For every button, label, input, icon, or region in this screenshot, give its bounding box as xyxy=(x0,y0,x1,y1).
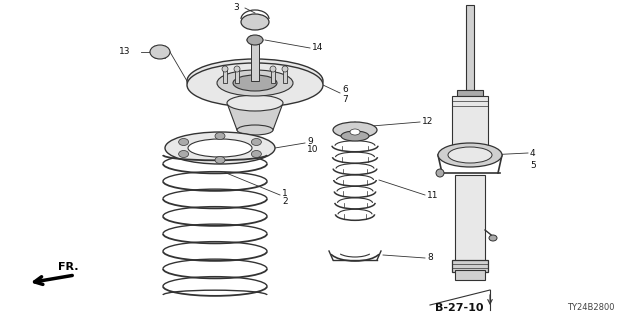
Bar xyxy=(455,270,485,280)
Ellipse shape xyxy=(217,70,293,96)
Text: 12: 12 xyxy=(422,117,433,126)
Ellipse shape xyxy=(247,35,263,45)
Ellipse shape xyxy=(489,235,497,241)
Ellipse shape xyxy=(438,143,502,167)
Text: 13: 13 xyxy=(118,47,130,57)
Ellipse shape xyxy=(282,66,288,72)
Ellipse shape xyxy=(270,66,276,72)
Ellipse shape xyxy=(215,132,225,140)
Text: 3: 3 xyxy=(233,3,239,12)
Bar xyxy=(466,5,474,90)
Text: 6: 6 xyxy=(342,85,348,94)
Text: 7: 7 xyxy=(342,94,348,103)
Ellipse shape xyxy=(436,169,444,177)
Ellipse shape xyxy=(252,139,261,146)
Bar xyxy=(283,69,287,83)
Ellipse shape xyxy=(333,122,377,138)
Ellipse shape xyxy=(233,75,277,91)
Text: 9: 9 xyxy=(307,137,313,146)
Bar xyxy=(235,69,239,83)
Bar xyxy=(455,175,485,270)
Text: TY24B2800: TY24B2800 xyxy=(568,303,615,312)
Bar xyxy=(452,96,488,160)
Text: 10: 10 xyxy=(307,146,319,155)
Ellipse shape xyxy=(187,59,323,103)
Ellipse shape xyxy=(222,66,228,72)
Ellipse shape xyxy=(237,125,273,135)
Ellipse shape xyxy=(350,129,360,135)
Text: 11: 11 xyxy=(427,190,438,199)
Bar xyxy=(223,69,227,83)
Ellipse shape xyxy=(179,150,189,157)
Ellipse shape xyxy=(448,147,492,163)
Ellipse shape xyxy=(150,45,170,59)
Ellipse shape xyxy=(241,14,269,30)
Text: B-27-10: B-27-10 xyxy=(435,303,483,313)
Ellipse shape xyxy=(341,131,369,141)
Ellipse shape xyxy=(215,156,225,164)
Bar xyxy=(271,69,275,83)
Ellipse shape xyxy=(165,132,275,164)
Text: 14: 14 xyxy=(312,44,323,52)
Bar xyxy=(457,90,483,96)
Polygon shape xyxy=(227,103,283,130)
Bar xyxy=(251,42,259,81)
Ellipse shape xyxy=(234,66,240,72)
Ellipse shape xyxy=(252,150,261,157)
Text: 4: 4 xyxy=(530,148,536,157)
Ellipse shape xyxy=(187,63,323,107)
Text: 2: 2 xyxy=(282,197,287,206)
Text: 8: 8 xyxy=(427,253,433,262)
Ellipse shape xyxy=(179,139,189,146)
Ellipse shape xyxy=(227,95,283,111)
Text: FR.: FR. xyxy=(58,262,79,272)
Text: 1: 1 xyxy=(282,188,288,197)
Bar xyxy=(452,260,488,272)
Text: 5: 5 xyxy=(530,161,536,170)
Ellipse shape xyxy=(188,139,252,157)
